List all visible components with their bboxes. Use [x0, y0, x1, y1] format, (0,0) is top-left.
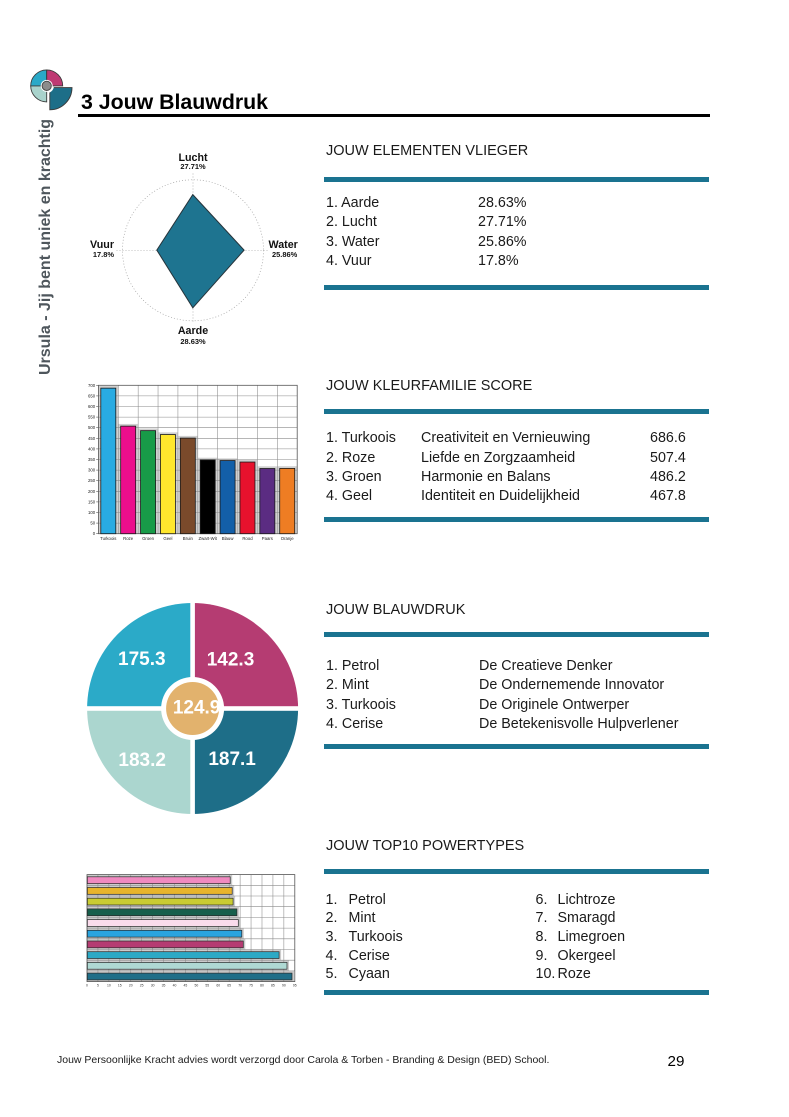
svg-text:142.3: 142.3 [207, 649, 255, 670]
svg-text:Roze: Roze [123, 536, 134, 541]
svg-text:Paars: Paars [262, 536, 273, 541]
svg-text:100: 100 [88, 510, 96, 515]
svg-text:187.1: 187.1 [208, 749, 256, 770]
svg-text:Bruin: Bruin [183, 536, 194, 541]
svg-text:95: 95 [293, 984, 297, 988]
svg-text:400: 400 [88, 446, 96, 451]
svg-text:85: 85 [271, 984, 275, 988]
svg-text:Turkoois: Turkoois [100, 536, 116, 541]
svg-text:90: 90 [282, 984, 286, 988]
svg-text:Rood: Rood [242, 536, 253, 541]
svg-text:650: 650 [88, 393, 96, 398]
svg-text:500: 500 [88, 425, 96, 430]
svg-text:300: 300 [88, 468, 96, 473]
svg-text:25: 25 [140, 984, 144, 988]
svg-text:45: 45 [184, 984, 188, 988]
svg-text:30: 30 [151, 984, 155, 988]
svg-text:50: 50 [90, 521, 95, 526]
svg-text:350: 350 [88, 457, 96, 462]
svg-text:70: 70 [238, 984, 242, 988]
svg-text:150: 150 [88, 499, 96, 504]
svg-text:0: 0 [93, 531, 96, 536]
svg-text:5: 5 [97, 984, 99, 988]
svg-text:Zwart-Wit: Zwart-Wit [199, 536, 218, 541]
svg-text:200: 200 [88, 489, 96, 494]
svg-text:Geel: Geel [163, 536, 172, 541]
svg-text:450: 450 [88, 436, 96, 441]
svg-text:124.9: 124.9 [173, 698, 221, 719]
svg-text:Blauw: Blauw [222, 536, 235, 541]
svg-text:75: 75 [249, 984, 253, 988]
svg-text:700: 700 [88, 383, 96, 388]
svg-text:183.2: 183.2 [118, 750, 166, 771]
svg-text:50: 50 [194, 984, 198, 988]
svg-text:Oranje: Oranje [281, 536, 295, 541]
svg-text:20: 20 [129, 984, 133, 988]
svg-text:550: 550 [88, 415, 96, 420]
svg-text:10: 10 [107, 984, 111, 988]
svg-text:65: 65 [227, 984, 231, 988]
svg-text:80: 80 [260, 984, 264, 988]
svg-text:60: 60 [216, 984, 220, 988]
svg-text:Groen: Groen [142, 536, 155, 541]
svg-text:55: 55 [205, 984, 209, 988]
svg-text:175.3: 175.3 [118, 649, 166, 670]
svg-text:250: 250 [88, 478, 96, 483]
svg-text:35: 35 [162, 984, 166, 988]
svg-text:40: 40 [173, 984, 177, 988]
svg-text:15: 15 [118, 984, 122, 988]
svg-text:0: 0 [86, 984, 88, 988]
svg-text:600: 600 [88, 404, 96, 409]
